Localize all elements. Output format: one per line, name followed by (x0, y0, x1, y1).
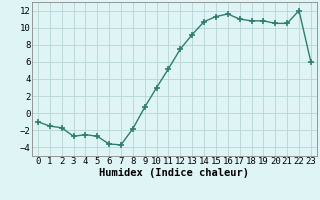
X-axis label: Humidex (Indice chaleur): Humidex (Indice chaleur) (100, 168, 249, 178)
